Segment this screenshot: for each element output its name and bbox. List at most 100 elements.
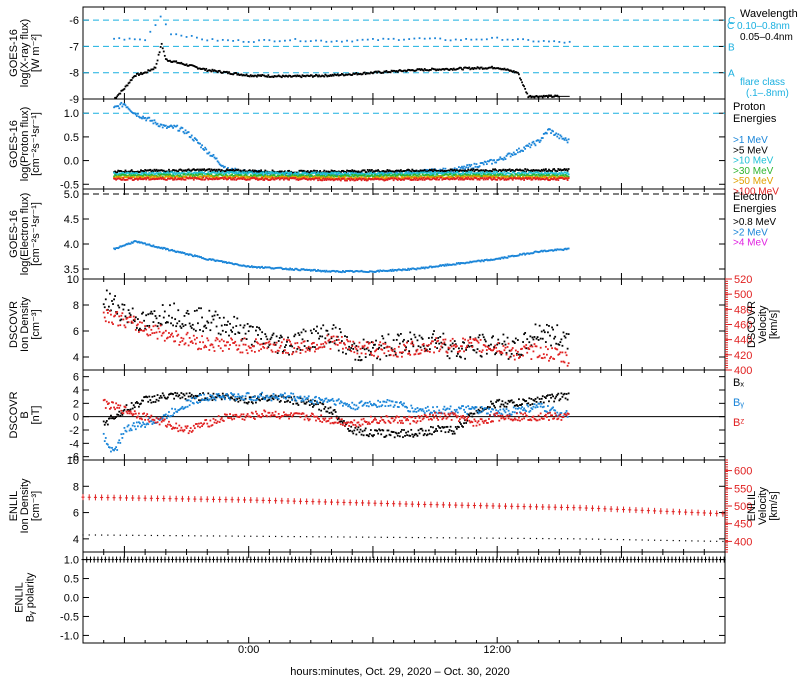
data-point [146, 71, 149, 74]
data-point [509, 174, 512, 177]
data-point [303, 175, 306, 178]
data-point [177, 333, 180, 336]
data-point [424, 174, 427, 176]
data-point [121, 173, 124, 176]
data-point [277, 175, 280, 177]
data-point [521, 171, 523, 174]
data-point [529, 176, 532, 178]
data-point [150, 178, 153, 181]
data-point [314, 177, 316, 180]
data-point [200, 348, 202, 350]
y2-tick-label: 400 [734, 365, 752, 377]
data-point [330, 75, 333, 77]
data-point [361, 169, 364, 172]
data-point [181, 175, 184, 178]
data-point [151, 178, 154, 180]
data-point [120, 101, 123, 104]
data-point [109, 310, 111, 312]
data-point [118, 246, 121, 249]
data-point [342, 73, 344, 76]
data-point [345, 270, 347, 272]
data-point [450, 175, 453, 178]
data-point [231, 330, 234, 333]
data-point [496, 67, 499, 70]
data-point [377, 348, 380, 350]
data-point [163, 339, 166, 342]
data-point [436, 265, 439, 268]
series-velocity [102, 309, 570, 367]
data-point [531, 345, 534, 348]
data-point [476, 175, 479, 178]
data-point [406, 177, 409, 180]
data-point [139, 73, 141, 76]
data-point [214, 310, 217, 313]
data-point [325, 40, 328, 43]
data-point [131, 172, 134, 174]
data-point [497, 176, 500, 179]
data-point [250, 343, 253, 346]
data-point [330, 169, 333, 172]
data-point [269, 266, 272, 269]
data-point [282, 75, 285, 78]
data-point [547, 96, 549, 99]
data-point [366, 72, 369, 75]
data-point [567, 173, 570, 176]
data-point [184, 253, 187, 256]
data-point [480, 169, 483, 172]
data-point [320, 176, 323, 179]
data-point [417, 178, 420, 181]
data-point [511, 174, 514, 177]
data-point [243, 171, 246, 174]
data-point [327, 171, 330, 174]
data-point [205, 176, 208, 179]
data-point [329, 172, 332, 175]
data-point [388, 345, 391, 348]
data-point [350, 173, 353, 176]
data-point [228, 71, 230, 74]
data-point [466, 175, 469, 178]
data-point [397, 169, 400, 172]
data-point [248, 266, 251, 268]
data-point [239, 324, 242, 327]
data-point [512, 70, 515, 72]
data-point [380, 172, 383, 175]
data-point [313, 75, 315, 78]
data-point [334, 326, 337, 329]
data-point [412, 176, 415, 179]
data-point [403, 69, 405, 72]
data-point [118, 107, 121, 110]
data-point [310, 332, 313, 335]
data-point [520, 169, 522, 172]
data-point [362, 173, 365, 175]
y2-tick-label: 520 [734, 274, 752, 286]
data-point [397, 173, 400, 176]
legend-title: Wavelength [740, 8, 798, 20]
data-point [239, 351, 242, 354]
data-point [201, 335, 203, 338]
data-point [263, 175, 266, 178]
data-point [493, 66, 495, 69]
data-point [178, 176, 181, 179]
data-point [406, 169, 409, 171]
data-point [509, 155, 512, 158]
data-point [210, 168, 213, 171]
data-point [163, 310, 166, 313]
data-point [149, 312, 152, 315]
data-point [387, 333, 390, 336]
data-point [252, 176, 255, 179]
data-point [522, 150, 524, 152]
data-point [288, 178, 290, 181]
data-point [213, 259, 216, 262]
data-point [373, 177, 375, 180]
data-point [533, 176, 536, 179]
data-point [381, 348, 384, 351]
data-point [209, 329, 212, 332]
data-point [471, 167, 474, 170]
data-point [124, 174, 127, 176]
data-point [418, 334, 421, 337]
data-point [273, 75, 276, 77]
data-point [134, 178, 137, 180]
data-point [322, 324, 325, 327]
data-point [513, 153, 516, 156]
data-point [289, 340, 291, 343]
